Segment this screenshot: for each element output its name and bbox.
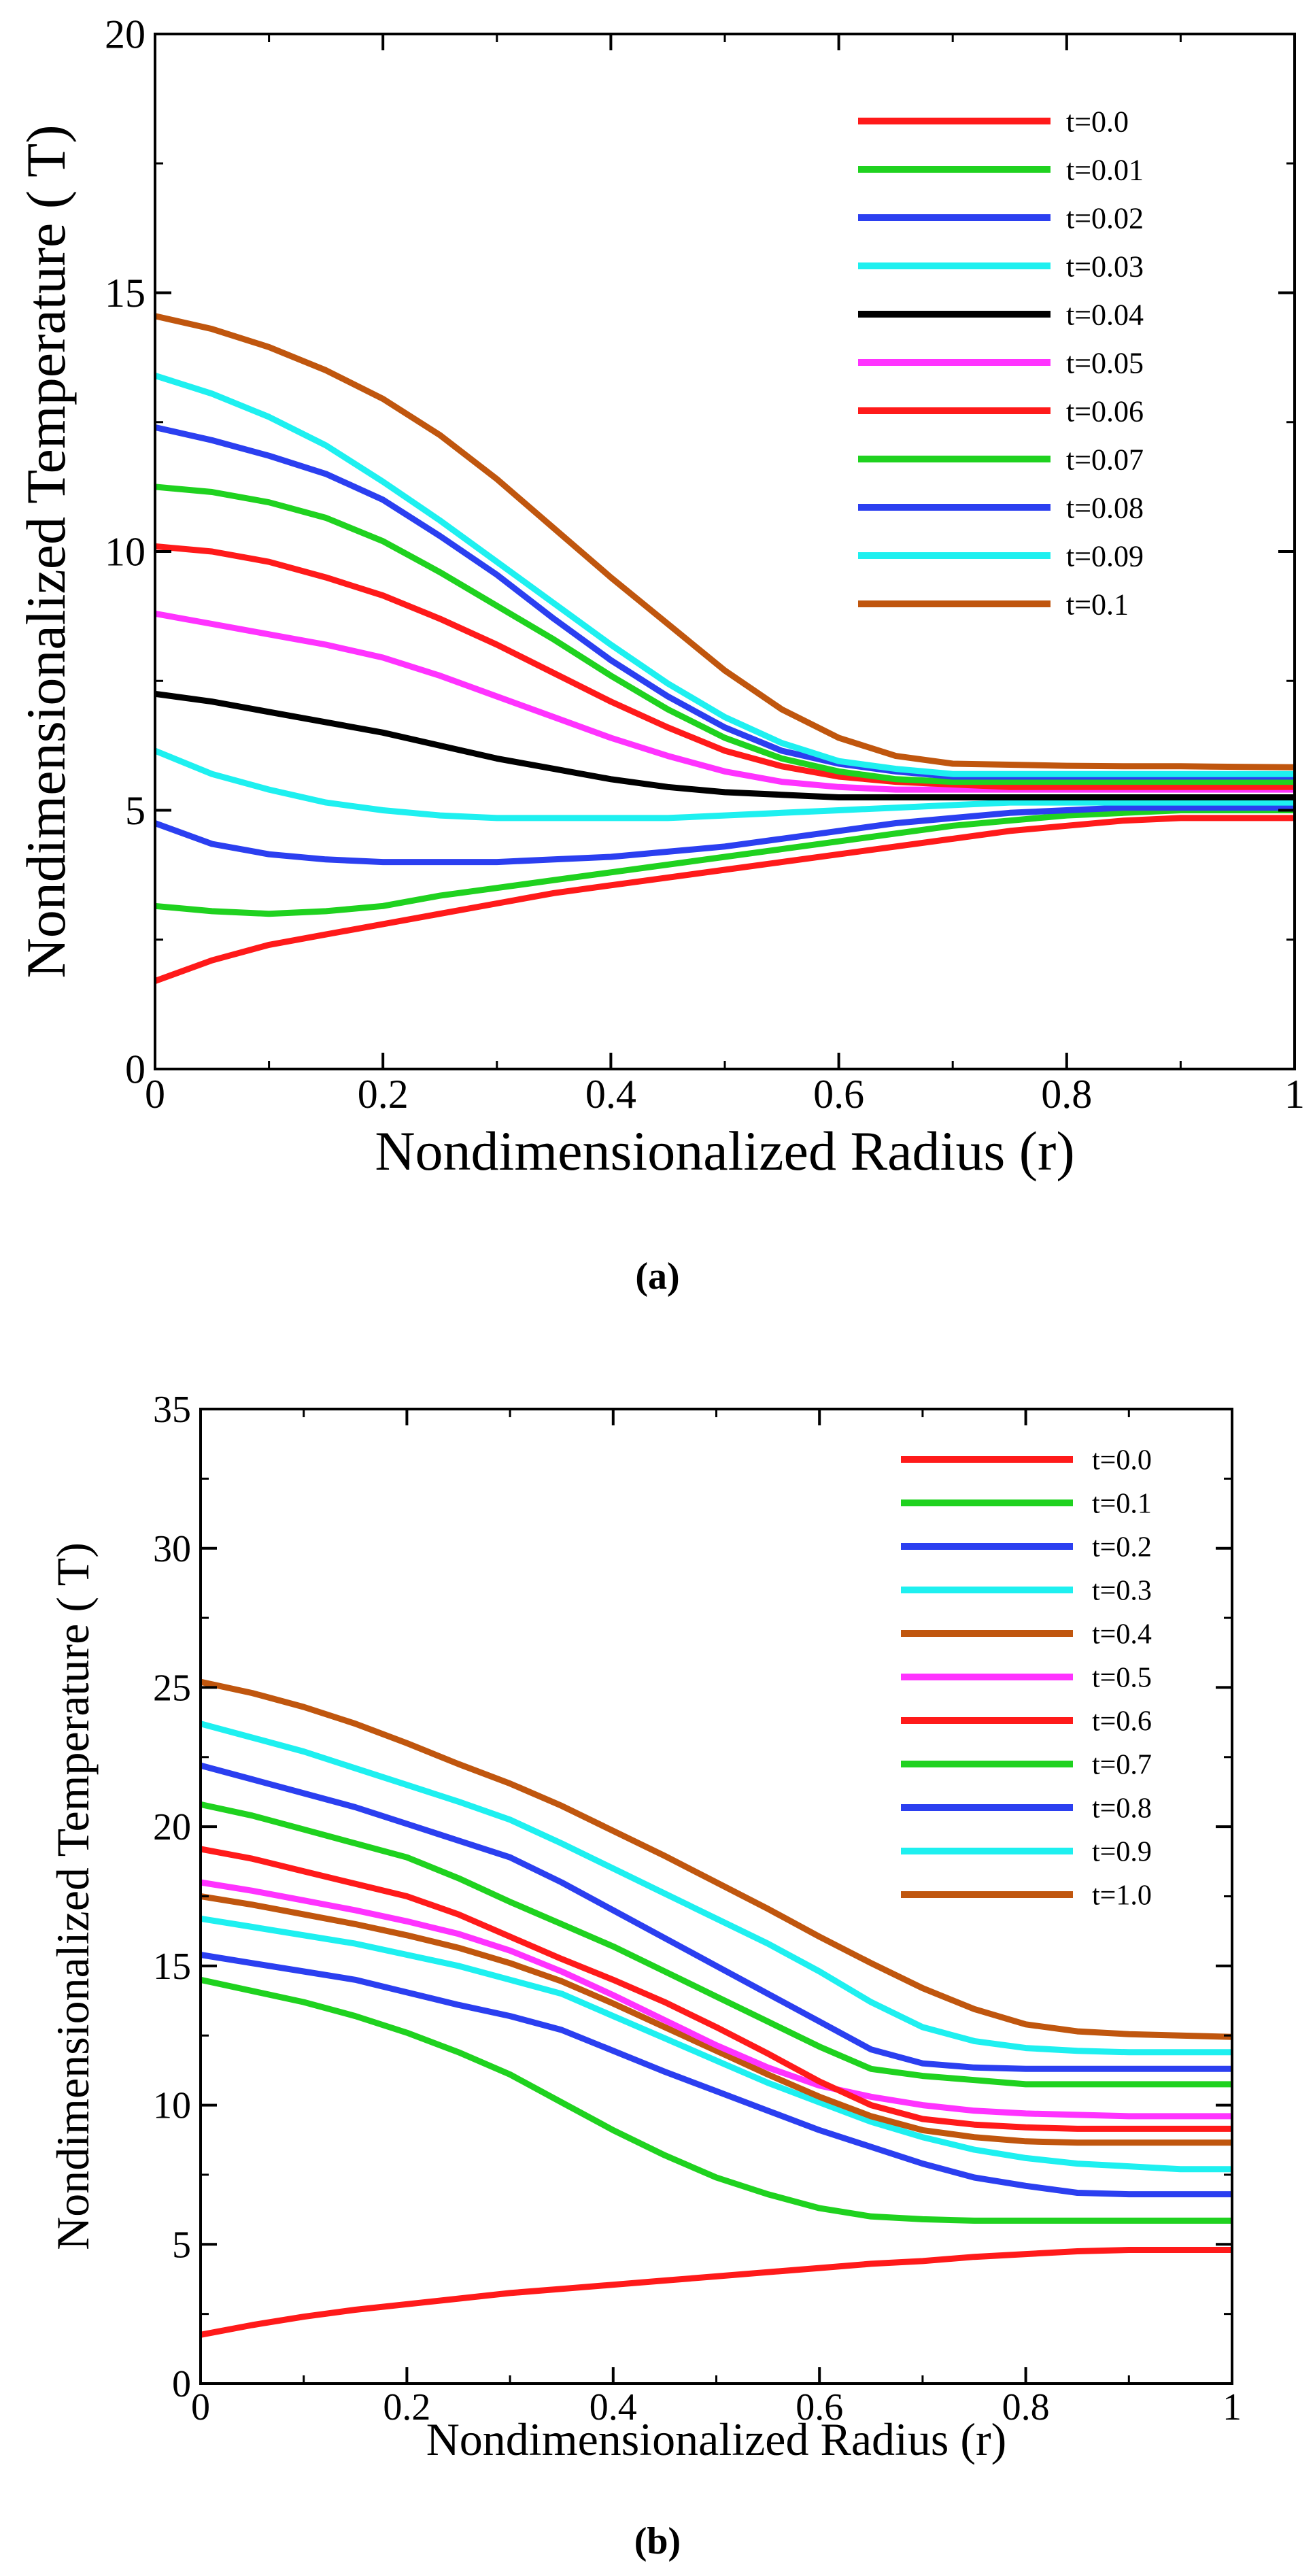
y-tick-label: 25: [153, 1667, 191, 1709]
legend-label: t=0.01: [1066, 153, 1144, 186]
legend-label: t=0.9: [1092, 1837, 1152, 1868]
series-line-t-0-02: [154, 804, 1295, 866]
x-tick-label: 1: [1284, 1072, 1305, 1117]
x-tick-label: 0.2: [358, 1072, 409, 1117]
x-axis-label: Nondimensionalized Radius (r): [375, 1120, 1074, 1182]
legend-label: t=0.0: [1092, 1445, 1152, 1476]
series-line-t-0-03: [154, 747, 1295, 821]
legend-label: t=0.02: [1066, 201, 1144, 235]
x-tick-label: 0.2: [383, 2386, 430, 2428]
legend-label: t=0.04: [1066, 298, 1144, 331]
plot-frame: [199, 1408, 1233, 2385]
series-line-t-0-7: [200, 1801, 1232, 2088]
legend-label: t=0.6: [1092, 1706, 1152, 1738]
legend-label: t=0.05: [1066, 346, 1144, 379]
y-axis-label: Nondimensionalized Temperature ( T): [47, 1542, 99, 2250]
chart-panel-b: 0 0.2 0.4 0.6 0.8 105101520253035Nondimension…: [47, 1389, 1242, 2465]
series-line-t-0-0: [200, 2247, 1232, 2338]
series-line-t-0-5: [200, 1879, 1232, 2120]
legend-label: t=0.8: [1092, 1793, 1152, 1825]
legend-label: t=0.03: [1066, 250, 1144, 283]
y-tick-label: 35: [153, 1389, 191, 1431]
series-line-t-0-1: [154, 313, 1295, 770]
chart-panel-a: 0 0.2 0.4 0.6 0.8 105101520Nondimensionalized…: [15, 12, 1305, 1182]
series-line-t-0-06: [154, 543, 1295, 790]
series-line-t-0-4: [200, 1893, 1232, 2146]
y-tick-label: 15: [105, 271, 146, 316]
legend-label: t=0.4: [1092, 1619, 1152, 1650]
x-tick-label: 1: [1223, 2386, 1242, 2428]
x-tick-label: 0.6: [813, 1072, 864, 1117]
series-line-t-0-2: [200, 1952, 1232, 2198]
series-line-t-0-0: [154, 815, 1295, 984]
legend-label: t=0.0: [1066, 105, 1129, 138]
legend-label: t=0.09: [1066, 539, 1144, 573]
legend-label: t=0.2: [1092, 1532, 1152, 1563]
legend-label: t=0.1: [1066, 588, 1129, 621]
y-tick-label: 15: [153, 1946, 191, 1988]
legend: t=0.0 t=0.01 t=0.02 t=0.03 t=0.04 t=0.05 t=0.0…: [858, 105, 1144, 621]
series-line-t-0-6: [200, 1846, 1232, 2132]
legend-label: t=0.07: [1066, 443, 1144, 476]
y-axis-label: Nondimensionalized Temperature ( T): [15, 125, 77, 979]
legend-label: t=0.06: [1066, 394, 1144, 428]
y-tick-label: 20: [105, 12, 146, 56]
legend-label: t=0.7: [1092, 1750, 1152, 1781]
legend: t=0.0 t=0.1 t=0.2 t=0.3 t=0.4 t=0.5 t=0.6 t=0.7…: [901, 1445, 1152, 1912]
legend-label: t=0.3: [1092, 1576, 1152, 1607]
y-tick-label: 20: [153, 1806, 191, 1848]
y-tick-label: 0: [125, 1047, 146, 1091]
series-line-t-0-05: [154, 610, 1295, 793]
x-tick-label: 0.4: [590, 2386, 637, 2428]
x-tick-label: 0: [145, 1072, 165, 1117]
x-tick-label: 0.6: [796, 2386, 843, 2428]
series-line-t-0-9: [199, 1721, 1232, 2056]
x-tick-label: 0.8: [1002, 2386, 1050, 2428]
x-tick-label: 0.4: [585, 1072, 636, 1117]
legend-label: t=1.0: [1092, 1880, 1152, 1912]
caption-b: (b): [634, 2520, 681, 2562]
series-line-t-0-04: [154, 690, 1295, 800]
x-tick-label: 0.8: [1041, 1072, 1092, 1117]
series-line-t-0-09: [154, 373, 1295, 777]
y-tick-label: 0: [172, 2363, 191, 2405]
legend-label: t=0.08: [1066, 491, 1144, 524]
series-line-t-0-07: [154, 484, 1295, 785]
y-tick-label: 5: [125, 788, 146, 833]
series-line-t-0-3: [200, 1915, 1232, 2173]
x-tick-label: 0: [191, 2386, 210, 2428]
legend-label: t=0.5: [1092, 1663, 1152, 1694]
y-tick-label: 5: [172, 2224, 191, 2266]
series-line-t-1-0: [200, 1678, 1233, 2040]
y-tick-label: 10: [105, 529, 146, 574]
caption-a: (a): [635, 1255, 679, 1298]
x-axis-label: Nondimensionalized Radius (r): [426, 2413, 1007, 2465]
y-tick-label: 10: [153, 2085, 191, 2127]
series-line-t-0-01: [154, 807, 1295, 917]
series-line-t-0-1: [200, 1976, 1232, 2224]
y-tick-label: 30: [153, 1528, 191, 1570]
legend-label: t=0.1: [1092, 1489, 1152, 1520]
series-line-t-0-8: [199, 1762, 1232, 2072]
